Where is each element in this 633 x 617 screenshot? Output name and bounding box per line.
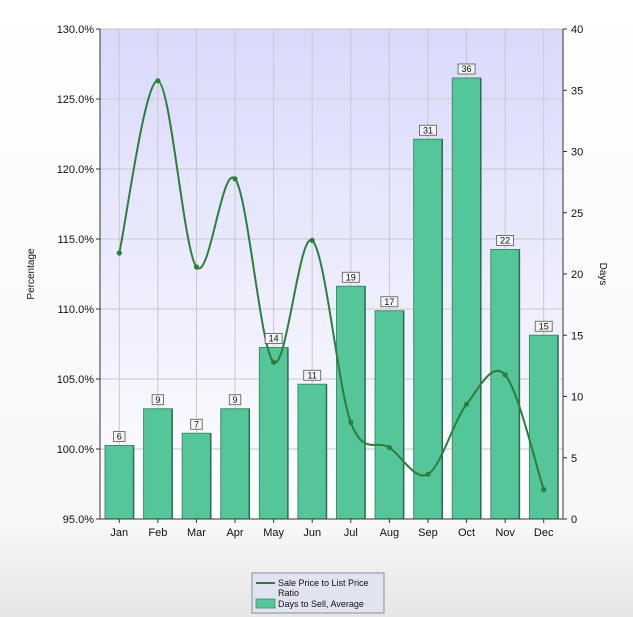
bar-label-box (264, 333, 283, 344)
y-axis-left-title: Percentage (26, 248, 37, 300)
x-axis-tick-label: Aug (380, 527, 400, 539)
bar-label-box (113, 431, 126, 442)
line-point (193, 264, 200, 270)
bar (220, 408, 250, 520)
bar (374, 310, 405, 520)
y-axis-right-tick-label: 0 (571, 514, 577, 526)
bar-label: 15 (539, 321, 549, 331)
x-axis-tick-label: Jul (344, 527, 358, 539)
y-axis-right-tick-label: 20 (571, 269, 583, 281)
line-point (309, 237, 315, 243)
x-axis-tick-label: Apr (226, 527, 243, 539)
axes (96, 28, 567, 523)
bar-label: 7 (194, 419, 199, 429)
line-point (232, 176, 238, 182)
bar (258, 347, 289, 520)
bar (490, 249, 520, 520)
tick-labels: 95.0% 100.0% 105.0% 110.0% 115.0% 120.0% 125.0… (57, 24, 584, 539)
x-axis-tick-label: Feb (148, 527, 167, 539)
y-axis-right-title: Days (597, 263, 608, 286)
bars-series-days-to-sell (104, 77, 559, 520)
y-axis-left-tick-label: 95.0% (63, 514, 94, 526)
bar-label-box (190, 418, 203, 430)
bar-label-box (341, 271, 360, 283)
y-axis-left-tick-label: 115.0% (58, 234, 95, 246)
bar (297, 383, 327, 520)
bar-label-box (380, 296, 399, 308)
x-axis-tick-label: Jun (303, 527, 321, 539)
line-series-sale-price-ratio (116, 78, 547, 493)
legend-label-sale-price-ratio-line1: Sale Price to List Price (278, 578, 369, 588)
y-axis-left-tick-label: 100.0% (57, 444, 95, 456)
legend: Sale Price to List Price Ratio Days to S… (251, 572, 385, 614)
bar-label-box (534, 320, 553, 332)
y-axis-right-tick-label: 25 (571, 208, 583, 220)
bar (143, 408, 173, 520)
x-axis-tick-label: Nov (495, 527, 515, 539)
line-point (155, 78, 161, 84)
x-axis-tick-label: Sep (418, 527, 438, 539)
bar (104, 445, 135, 520)
bar-label-box (496, 235, 515, 246)
x-axis-tick-label: Mar (187, 527, 206, 539)
legend-bar-swatch (255, 598, 276, 609)
legend-label-days-to-sell: Days to Sell, Average (278, 599, 364, 609)
bar-label-box (228, 394, 242, 406)
y-axis-left-tick-label: 105.0% (57, 374, 95, 386)
x-axis-tick-label: Oct (458, 527, 475, 539)
bar-label: 6 (117, 432, 122, 442)
y-axis-right-tick-label: 5 (571, 453, 577, 465)
line-point (386, 445, 392, 451)
bar-label: 36 (462, 64, 472, 74)
bar-label: 14 (269, 334, 279, 344)
line-point (541, 487, 547, 493)
line-point (116, 250, 122, 256)
y-axis-left-tick-label: 120.0% (57, 164, 95, 176)
y-axis-left-tick-label: 125.0% (57, 94, 95, 106)
y-axis-right-tick-label: 35 (571, 85, 583, 97)
bar-label-box (303, 369, 322, 381)
bar-label: 9 (233, 395, 238, 405)
x-axis-tick-label: Jan (110, 527, 128, 539)
line-point (463, 401, 470, 407)
bar-label: 11 (308, 370, 317, 380)
bar-label: 9 (155, 395, 160, 405)
y-axis-right-tick-label: 15 (571, 330, 583, 342)
bar-label: 31 (423, 125, 433, 135)
x-axis-tick-label: May (263, 527, 284, 539)
bar (413, 138, 443, 520)
bar-data-labels: 6 9 7 9 14 11 19 17 31 36 22 15 (113, 63, 553, 442)
bar-label: 17 (384, 297, 394, 307)
line-point (425, 471, 431, 477)
bar (336, 285, 366, 520)
bar-label-box (457, 63, 476, 75)
bar (451, 77, 482, 520)
legend-label-sale-price-ratio-line2: Ratio (278, 588, 299, 598)
bar-label-box (419, 124, 437, 136)
line-point (348, 419, 354, 425)
line-point (271, 359, 277, 365)
line-point (502, 372, 508, 378)
bar-label: 19 (346, 272, 356, 282)
x-axis-tick-label: Dec (534, 527, 554, 539)
bar-label-box (151, 394, 165, 406)
bar-label: 22 (500, 236, 510, 246)
y-axis-left-tick-label: 130.0% (57, 24, 95, 36)
y-axis-right-tick-label: 10 (571, 392, 583, 404)
bar (181, 432, 212, 520)
plot-area (100, 29, 563, 519)
y-axis-right-tick-label: 30 (571, 147, 583, 159)
y-axis-right-tick-label: 40 (571, 24, 583, 36)
y-axis-left-tick-label: 110.0% (58, 304, 95, 316)
